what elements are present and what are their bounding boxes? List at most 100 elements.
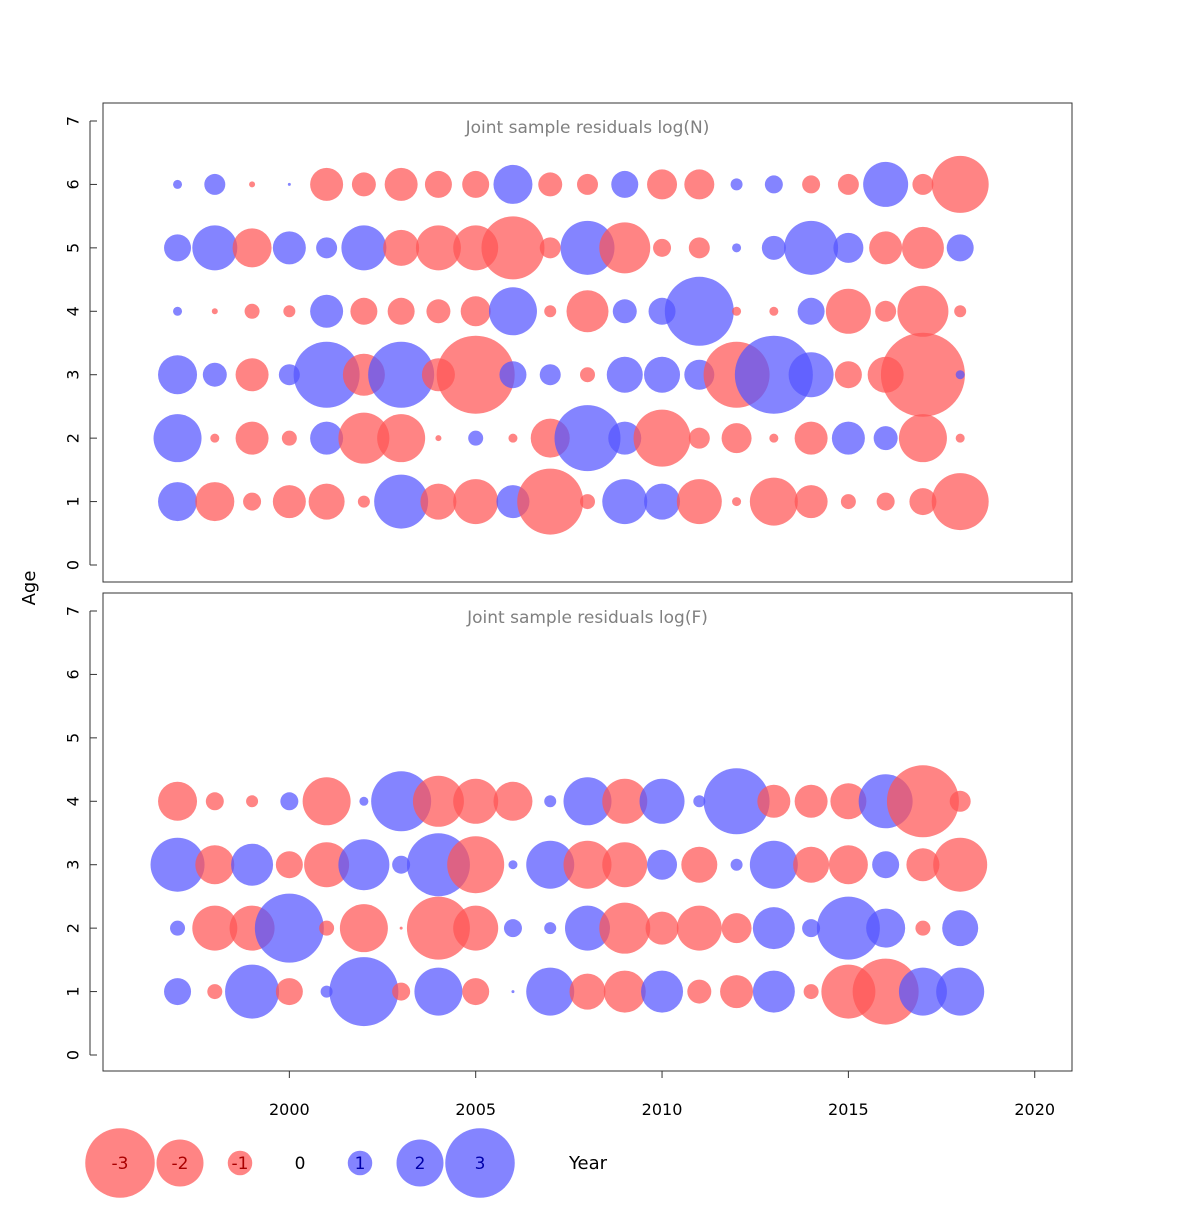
bubble bbox=[399, 926, 403, 930]
y-tick-label: 4 bbox=[64, 796, 83, 806]
bubble bbox=[749, 477, 798, 526]
bubble bbox=[499, 361, 527, 389]
bubble bbox=[906, 848, 940, 882]
bubble bbox=[603, 970, 646, 1013]
bubble bbox=[794, 421, 828, 455]
y-tick-label: 1 bbox=[64, 496, 83, 506]
bubble bbox=[302, 777, 351, 826]
x-axis-title: Year bbox=[568, 1153, 608, 1174]
bubble bbox=[544, 922, 557, 935]
bubble bbox=[341, 225, 387, 271]
bubble bbox=[602, 778, 648, 824]
bubble bbox=[852, 958, 919, 1025]
bubble bbox=[243, 492, 262, 511]
bubble bbox=[897, 285, 949, 337]
bubble bbox=[554, 405, 621, 472]
x-tick-label: 2005 bbox=[455, 1100, 496, 1119]
bubble bbox=[833, 232, 864, 263]
bubble bbox=[872, 851, 900, 879]
bubble bbox=[653, 238, 672, 257]
bubble bbox=[392, 982, 411, 1001]
bubble bbox=[761, 235, 786, 260]
bubble bbox=[599, 222, 651, 274]
bubble bbox=[272, 231, 306, 265]
bubble bbox=[170, 920, 186, 936]
bubble bbox=[569, 973, 606, 1010]
bubble bbox=[173, 306, 183, 316]
bubble bbox=[693, 795, 706, 808]
bubble bbox=[769, 306, 779, 316]
bubble bbox=[377, 414, 426, 463]
bubble bbox=[481, 216, 545, 280]
bubble bbox=[508, 860, 518, 870]
legend-label: 2 bbox=[415, 1154, 426, 1174]
bubble bbox=[538, 172, 563, 197]
bubble bbox=[235, 358, 269, 392]
legend: -3 -2 -1 0 1 2 3 bbox=[85, 1128, 515, 1198]
y-tick-label: 7 bbox=[64, 116, 83, 126]
bubble bbox=[329, 957, 399, 1027]
bubble bbox=[608, 421, 642, 455]
bubble bbox=[901, 226, 944, 269]
bubble bbox=[641, 970, 684, 1013]
bubble bbox=[946, 234, 974, 262]
bubble bbox=[732, 243, 742, 253]
bubble bbox=[676, 905, 722, 951]
bubble bbox=[816, 896, 880, 960]
bubble bbox=[720, 975, 754, 1009]
x-tick-label: 2020 bbox=[1014, 1100, 1055, 1119]
bubble bbox=[802, 175, 821, 194]
bubble bbox=[602, 842, 648, 888]
bubble bbox=[384, 167, 418, 201]
legend-bubble bbox=[156, 1139, 204, 1187]
x-tick-label: 2010 bbox=[642, 1100, 683, 1119]
bubble bbox=[732, 306, 742, 316]
bubble bbox=[886, 765, 959, 838]
bubble bbox=[825, 288, 871, 334]
bubble bbox=[319, 920, 335, 936]
bubble bbox=[287, 182, 291, 186]
bubble bbox=[734, 335, 813, 414]
bubble bbox=[898, 967, 947, 1016]
bubble bbox=[414, 967, 463, 1016]
bubble bbox=[493, 164, 533, 204]
bubble bbox=[942, 910, 979, 947]
y-tick-label: 2 bbox=[64, 923, 83, 933]
bubble bbox=[933, 837, 988, 892]
bubble bbox=[339, 904, 388, 953]
bubble bbox=[949, 790, 971, 812]
bubble bbox=[875, 300, 897, 322]
bubble bbox=[876, 492, 895, 511]
bubble bbox=[205, 792, 224, 811]
bubble bbox=[955, 370, 965, 380]
bubble bbox=[192, 225, 238, 271]
bubble bbox=[784, 220, 839, 275]
bubble bbox=[752, 907, 795, 950]
bubble bbox=[898, 414, 947, 463]
bubble bbox=[703, 768, 770, 835]
bubble bbox=[359, 796, 369, 806]
bubble bbox=[752, 970, 795, 1013]
bubble bbox=[304, 842, 350, 888]
panel-title: Joint sample residuals log(F) bbox=[466, 608, 708, 628]
bubble bbox=[866, 908, 906, 948]
bubble bbox=[211, 308, 218, 315]
bubble bbox=[639, 778, 685, 824]
bubble bbox=[730, 858, 743, 871]
bubble bbox=[316, 237, 338, 259]
y-axis-title: Age bbox=[19, 571, 40, 606]
bubble bbox=[153, 414, 202, 463]
bubble bbox=[793, 846, 830, 883]
x-tick-label: 2015 bbox=[828, 1100, 869, 1119]
bubble bbox=[633, 409, 691, 467]
bubble bbox=[803, 984, 819, 1000]
bubble bbox=[954, 305, 967, 318]
bubble bbox=[560, 220, 615, 275]
bubble bbox=[460, 296, 491, 327]
bubble bbox=[915, 920, 931, 936]
y-tick-label: 3 bbox=[64, 370, 83, 380]
bubble bbox=[158, 482, 198, 522]
bubble bbox=[173, 179, 183, 189]
bubble bbox=[225, 964, 280, 1019]
